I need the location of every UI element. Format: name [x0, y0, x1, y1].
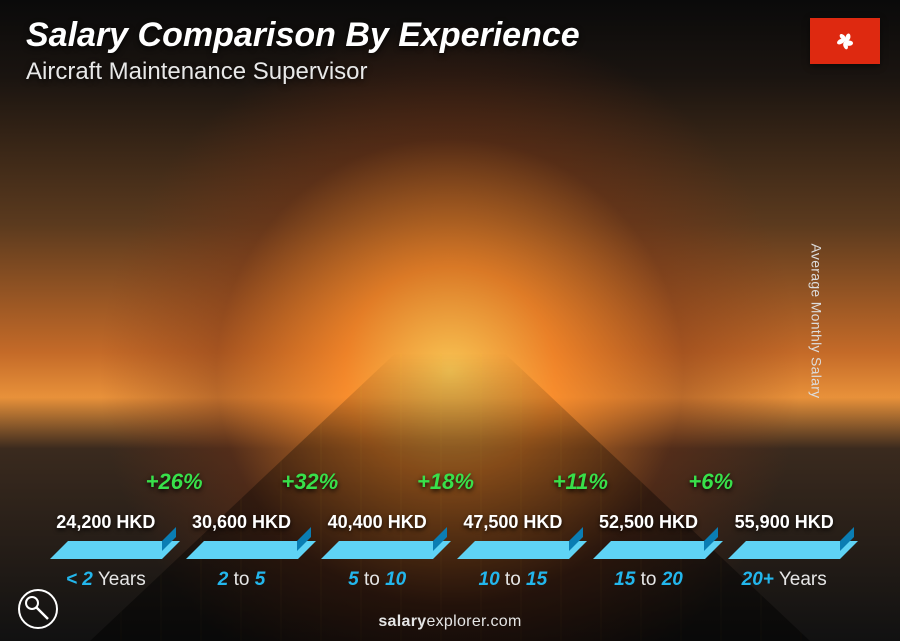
footer-rest: explorer.com	[426, 613, 521, 630]
x-axis-label: 2 to 5	[186, 569, 298, 591]
flag-hong-kong	[810, 18, 880, 64]
bar-value-label: 24,200 HKD	[50, 512, 162, 533]
x-axis-label: 10 to 15	[457, 569, 569, 591]
growth-percent-label: +6%	[688, 469, 733, 495]
x-axis: < 2 Years 2 to 5 5 to 10 10 to 15 15 to 20 20…	[40, 569, 850, 591]
chart-title: Salary Comparison By Experience	[26, 16, 580, 55]
x-axis-label: 5 to 10	[321, 569, 433, 591]
bar-value-label: 30,600 HKD	[186, 512, 298, 533]
infographic-stage: Salary Comparison By Experience Aircraft…	[0, 0, 900, 641]
x-axis-label: < 2 Years	[50, 569, 162, 591]
bar-value-label: 52,500 HKD	[593, 512, 705, 533]
x-axis-label: 15 to 20	[593, 569, 705, 591]
bar-value-label: 55,900 HKD	[728, 512, 840, 533]
footer-brand: salary	[378, 613, 426, 630]
bar-value-label: 40,400 HKD	[321, 512, 433, 533]
growth-percent-label: +18%	[417, 469, 474, 495]
bar-value-label: 47,500 HKD	[457, 512, 569, 533]
x-axis-label: 20+ Years	[728, 569, 840, 591]
growth-percent-label: +26%	[146, 469, 203, 495]
flag-flower-icon	[830, 26, 860, 56]
footer-url: salaryexplorer.com	[0, 613, 900, 631]
bar-chart: 24,200 HKD 30,600 HKD 40,400 HKD 47,500 HKD…	[40, 110, 850, 551]
growth-percent-label: +32%	[281, 469, 338, 495]
chart-subtitle: Aircraft Maintenance Supervisor	[26, 58, 367, 86]
growth-percent-label: +11%	[553, 469, 608, 495]
